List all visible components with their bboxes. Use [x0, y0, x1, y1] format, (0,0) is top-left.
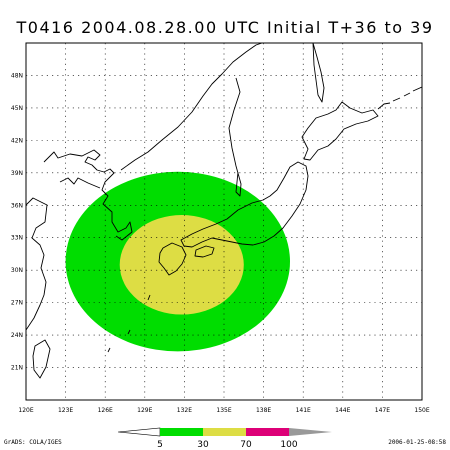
- colorbar-label: 70: [240, 440, 252, 450]
- credit-text: GrADS: COLA/IGES: [4, 439, 62, 446]
- lat-tick-label: 27N: [11, 300, 23, 307]
- map-title: T0416 2004.08.28.00 UTC Initial T+36 to …: [16, 18, 434, 37]
- lat-tick-label: 48N: [11, 72, 23, 79]
- ryukyu-islands-coastline: [107, 294, 151, 353]
- colorbar-segment: [203, 428, 246, 436]
- colorbar-lower-arrow: [117, 427, 161, 437]
- kuril-islands-coastline: [377, 86, 422, 110]
- colorbar: [117, 427, 332, 437]
- lat-tick-label: 30N: [11, 267, 23, 274]
- japan-honshu-coastline: [180, 161, 309, 248]
- longitude-labels: 120E 123E 126E 129E 132E 135E 138E 141E 144E 147E…: [18, 407, 429, 414]
- map-frame: [25, 42, 423, 401]
- probability-areas: [65, 171, 290, 352]
- lat-tick-label: 42N: [11, 137, 23, 144]
- japan-kyushu-coastline: [158, 242, 187, 276]
- lon-tick-label: 132E: [177, 407, 192, 414]
- lat-tick-label: 24N: [11, 332, 23, 339]
- lat-tick-label: 39N: [11, 170, 23, 177]
- colorbar-label: 100: [280, 440, 297, 450]
- lat-tick-label: 33N: [11, 235, 23, 242]
- lat-tick-label: 45N: [11, 105, 23, 112]
- russia-coastline: [120, 43, 263, 197]
- korea-china-coastline: [26, 149, 133, 331]
- lon-tick-label: 135E: [216, 407, 231, 414]
- lon-tick-label: 141E: [296, 407, 311, 414]
- colorbar-upper-arrow: [289, 428, 332, 436]
- lon-tick-label: 120E: [18, 407, 33, 414]
- latitude-labels: 21N 24N 27N 30N 33N 36N 39N 42N 45N 48N: [11, 72, 23, 371]
- lat-lon-grid: [26, 43, 422, 400]
- taiwan-coastline: [32, 339, 51, 379]
- lon-tick-label: 126E: [98, 407, 113, 414]
- colorbar-segment: [160, 428, 203, 436]
- coastlines: [26, 43, 422, 379]
- japan-shikoku-coastline: [194, 245, 215, 258]
- colorbar-labels: 5 30 70 100: [157, 440, 298, 450]
- timestamp-text: 2006-01-25-08:58: [388, 439, 446, 446]
- lon-tick-label: 150E: [414, 407, 429, 414]
- lat-tick-label: 21N: [11, 365, 23, 372]
- colorbar-label: 5: [157, 440, 163, 450]
- japan-hokkaido-coastline: [301, 101, 379, 161]
- sakhalin-coastline: [312, 43, 325, 103]
- colorbar-segment: [246, 428, 289, 436]
- lon-tick-label: 123E: [58, 407, 73, 414]
- lat-tick-label: 36N: [11, 202, 23, 209]
- lon-tick-label: 138E: [256, 407, 271, 414]
- lon-tick-label: 147E: [375, 407, 390, 414]
- colorbar-label: 30: [197, 440, 209, 450]
- lon-tick-label: 129E: [137, 407, 152, 414]
- lon-tick-label: 144E: [335, 407, 350, 414]
